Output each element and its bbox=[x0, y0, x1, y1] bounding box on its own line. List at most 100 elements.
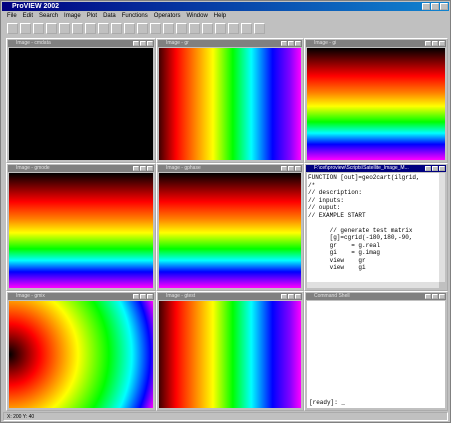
menu-item[interactable]: Window bbox=[186, 13, 208, 19]
menu-item[interactable]: Edit bbox=[22, 13, 34, 19]
script-editor[interactable]: FUNCTION [out]=geo2cart(ilgrid,/*// desc… bbox=[307, 173, 439, 282]
window-button[interactable] bbox=[439, 166, 445, 171]
tool-button[interactable] bbox=[163, 22, 174, 34]
window-buttons bbox=[425, 41, 445, 46]
window-button[interactable] bbox=[140, 41, 146, 46]
window-title-bar: Image - gr bbox=[158, 40, 302, 47]
code-line: gr = g.real bbox=[308, 241, 381, 249]
window-title-bar: Image - cmdata bbox=[8, 40, 154, 47]
code-line: view gi bbox=[308, 264, 366, 271]
tool-button[interactable] bbox=[228, 22, 239, 34]
close[interactable] bbox=[440, 3, 448, 10]
window-button[interactable] bbox=[432, 294, 438, 299]
window-button[interactable] bbox=[295, 166, 301, 171]
child-window[interactable]: Image - gtest bbox=[156, 291, 304, 411]
image-view bbox=[159, 173, 301, 288]
child-window[interactable]: Image - gmode bbox=[6, 163, 156, 291]
tool-button[interactable] bbox=[46, 22, 57, 34]
window-title-bar: Image - gmix bbox=[8, 293, 154, 300]
tool-button[interactable] bbox=[176, 22, 187, 34]
window-button[interactable] bbox=[147, 166, 153, 171]
code-line bbox=[308, 219, 438, 227]
tool-button[interactable] bbox=[215, 22, 226, 34]
tool-button[interactable] bbox=[150, 22, 161, 34]
image-view bbox=[9, 48, 153, 160]
minimize[interactable] bbox=[422, 3, 430, 10]
window-title: Image - gphase bbox=[166, 165, 201, 171]
menu-item[interactable]: Search bbox=[39, 13, 59, 19]
code-line: // ouput: bbox=[308, 204, 341, 211]
window-button[interactable] bbox=[439, 41, 445, 46]
window-button[interactable] bbox=[147, 294, 153, 299]
status-text: X: 200 Y: 40 bbox=[7, 414, 35, 420]
tool-button[interactable] bbox=[189, 22, 200, 34]
tool-button[interactable] bbox=[59, 22, 70, 34]
maximize[interactable] bbox=[431, 3, 439, 10]
window-button[interactable] bbox=[281, 166, 287, 171]
window-button[interactable] bbox=[140, 294, 146, 299]
window-title-bar: Image - gi bbox=[306, 40, 446, 47]
tool-button[interactable] bbox=[20, 22, 31, 34]
child-window[interactable]: Image - gr bbox=[156, 38, 304, 163]
tool-button[interactable] bbox=[72, 22, 83, 34]
menu-item[interactable]: Data bbox=[103, 13, 116, 19]
window-button[interactable] bbox=[439, 294, 445, 299]
menu-item[interactable]: Help bbox=[213, 13, 227, 19]
menu-item[interactable]: Plot bbox=[86, 13, 98, 19]
window-buttons bbox=[281, 294, 301, 299]
title-bar: ProVIEW 2002 bbox=[2, 2, 449, 11]
tool-button[interactable] bbox=[124, 22, 135, 34]
window-button[interactable] bbox=[133, 41, 139, 46]
window-buttons bbox=[425, 166, 445, 171]
window-button[interactable] bbox=[288, 294, 294, 299]
status-bar: X: 200 Y: 40 bbox=[3, 412, 448, 421]
tool-button[interactable] bbox=[254, 22, 265, 34]
child-window[interactable]: Command Shell [ready]: _ bbox=[304, 291, 448, 411]
window-button[interactable] bbox=[425, 294, 431, 299]
tool-button[interactable] bbox=[33, 22, 44, 34]
child-window[interactable]: Image - gi bbox=[304, 38, 448, 163]
window-button[interactable] bbox=[295, 41, 301, 46]
window-button[interactable] bbox=[281, 41, 287, 46]
window-title-bar: Image - gmode bbox=[8, 165, 154, 172]
menu-item[interactable]: Functions bbox=[121, 13, 148, 19]
window-title-bar: Command Shell bbox=[306, 293, 446, 300]
menu-item[interactable]: File bbox=[7, 13, 17, 19]
window-title-bar: F:\cet\proview\Scripts\Satellite_Image_M… bbox=[306, 165, 446, 172]
scrollbar[interactable] bbox=[439, 173, 445, 282]
command-shell[interactable]: [ready]: _ bbox=[307, 301, 445, 408]
image-view bbox=[159, 301, 301, 408]
child-window[interactable]: Image - gmix bbox=[6, 291, 156, 411]
tool-button[interactable] bbox=[137, 22, 148, 34]
child-window[interactable]: Image - cmdata bbox=[6, 38, 156, 163]
tool-button[interactable] bbox=[85, 22, 96, 34]
window-button[interactable] bbox=[288, 41, 294, 46]
child-window[interactable]: Image - gphase bbox=[156, 163, 304, 291]
window-button[interactable] bbox=[432, 41, 438, 46]
menu-item[interactable]: Operators bbox=[153, 13, 181, 19]
window-buttons bbox=[281, 41, 301, 46]
window-buttons bbox=[133, 41, 153, 46]
window-button[interactable] bbox=[133, 166, 139, 171]
menu-item[interactable]: Image bbox=[64, 13, 81, 19]
window-button[interactable] bbox=[425, 41, 431, 46]
window-button[interactable] bbox=[425, 166, 431, 171]
window-title: Image - gmode bbox=[16, 165, 50, 171]
window-button[interactable] bbox=[133, 294, 139, 299]
image-view bbox=[9, 301, 153, 408]
window-button[interactable] bbox=[281, 294, 287, 299]
app-title: ProVIEW 2002 bbox=[12, 3, 60, 10]
tool-button[interactable] bbox=[98, 22, 109, 34]
tool-button[interactable] bbox=[202, 22, 213, 34]
tool-button[interactable] bbox=[111, 22, 122, 34]
child-window[interactable]: F:\cet\proview\Scripts\Satellite_Image_M… bbox=[304, 163, 448, 291]
tool-button[interactable] bbox=[241, 22, 252, 34]
window-button[interactable] bbox=[295, 294, 301, 299]
window-button[interactable] bbox=[288, 166, 294, 171]
window-title: Image - gi bbox=[314, 40, 337, 46]
window-button[interactable] bbox=[432, 166, 438, 171]
scrollbar[interactable] bbox=[307, 282, 439, 288]
tool-button[interactable] bbox=[7, 22, 18, 34]
window-button[interactable] bbox=[140, 166, 146, 171]
window-button[interactable] bbox=[147, 41, 153, 46]
